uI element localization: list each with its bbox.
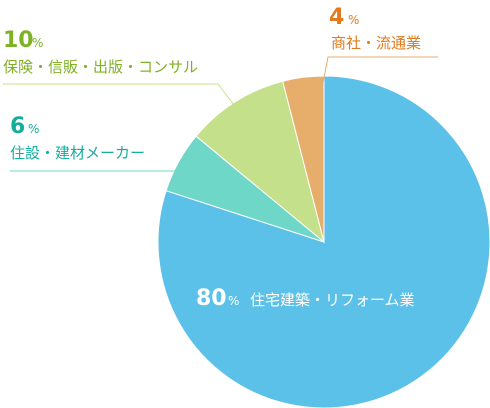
pie-slices xyxy=(157,75,490,408)
pie-slice-insurance xyxy=(195,80,325,244)
pie-slice-housing xyxy=(157,75,490,408)
label-insurance-text: 保険・信販・出版・コンサル xyxy=(3,58,198,76)
label-trading-unit: % xyxy=(348,13,359,27)
label-trading: 4 % 商社・流通業 xyxy=(329,5,421,52)
label-insurance-value: 10 xyxy=(3,28,34,53)
label-maker-value: 6 xyxy=(10,114,25,139)
label-insurance-unit: % xyxy=(32,36,43,50)
label-housing-value: 80 xyxy=(196,286,227,311)
label-maker-text: 住設・建材メーカー xyxy=(10,144,145,162)
label-housing-text: 住宅建築・リフォーム業 xyxy=(250,291,415,309)
label-trading-value: 4 xyxy=(329,5,344,30)
label-maker: 6 % 住設・建材メーカー xyxy=(10,114,145,162)
leader-line-trading xyxy=(321,56,438,89)
leader-line-insurance xyxy=(3,83,241,114)
label-trading-text: 商社・流通業 xyxy=(331,34,421,52)
label-insurance: 10 % 保険・信販・出版・コンサル xyxy=(3,28,198,76)
label-housing-unit: % xyxy=(228,294,239,308)
label-maker-unit: % xyxy=(28,122,39,136)
label-housing: 80 % 住宅建築・リフォーム業 xyxy=(196,286,415,311)
